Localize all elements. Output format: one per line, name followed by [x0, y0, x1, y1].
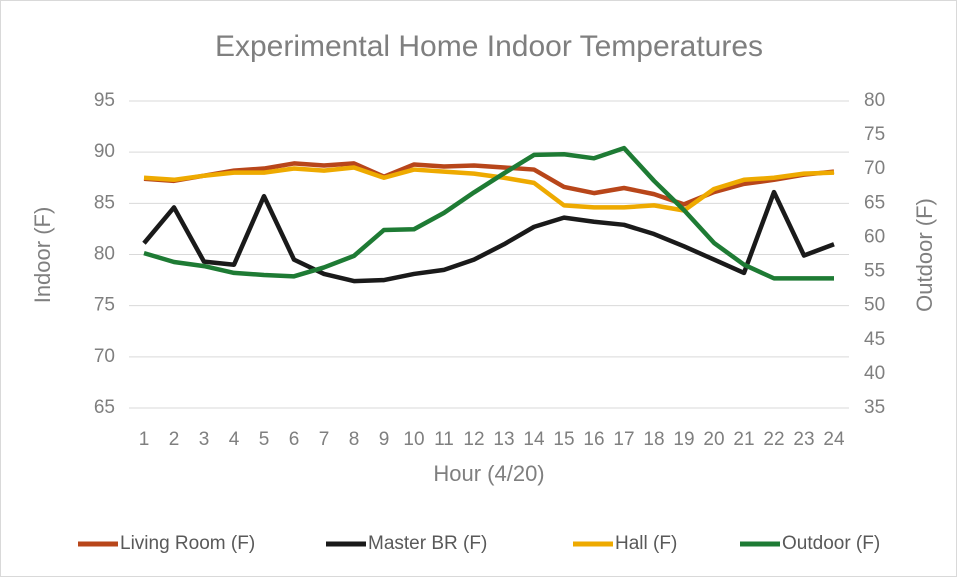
y2-tick-label: 60: [864, 226, 885, 247]
y-axis-title: Indoor (F): [30, 207, 55, 304]
x-tick-label: 7: [319, 429, 330, 450]
x-tick-label: 2: [169, 429, 180, 450]
y2-tick-label: 35: [864, 397, 885, 418]
y-tick-label: 75: [94, 295, 115, 316]
x-tick-label: 23: [793, 429, 814, 450]
x-tick-label: 3: [199, 429, 210, 450]
x-tick-label: 6: [289, 429, 300, 450]
x-tick-label: 8: [349, 429, 360, 450]
x-tick-label: 5: [259, 429, 270, 450]
series-line: [142, 189, 835, 284]
x-tick-label: 20: [703, 429, 724, 450]
y2-axis-title: Outdoor (F): [912, 198, 937, 312]
y-tick-label: 65: [94, 397, 115, 418]
x-tick-label: 19: [673, 429, 694, 450]
legend-label: Living Room (F): [120, 533, 255, 554]
legend-label: Outdoor (F): [782, 533, 880, 554]
y-tick-label: 90: [94, 141, 115, 162]
legend-label: Hall (F): [615, 533, 677, 554]
x-tick-label: 24: [823, 429, 845, 450]
y-tick-label: 70: [94, 346, 115, 367]
y2-tick-label: 45: [864, 329, 885, 350]
y-tick-label: 80: [94, 244, 115, 265]
y2-tick-label: 65: [864, 192, 885, 213]
x-tick-label: 16: [583, 429, 604, 450]
y-tick-label: 95: [94, 90, 115, 111]
x-tick-label: 21: [733, 429, 754, 450]
y2-tick-label: 70: [864, 158, 885, 179]
series-line: [143, 145, 834, 281]
x-tick-label: 12: [463, 429, 484, 450]
x-tick-label: 1: [139, 429, 150, 450]
x-tick-label: 18: [643, 429, 664, 450]
y2-tick-label: 40: [864, 363, 885, 384]
x-axis-title: Hour (4/20): [433, 461, 544, 486]
y2-tick-label: 50: [864, 295, 885, 316]
series-line: [143, 161, 835, 207]
x-tick-label: 4: [229, 429, 240, 450]
x-tick-label: 15: [553, 429, 574, 450]
x-tick-label: 17: [613, 429, 634, 450]
x-tick-label: 22: [763, 429, 784, 450]
y2-tick-label: 80: [864, 90, 885, 111]
x-tick-label: 10: [403, 429, 424, 450]
chart-title: Experimental Home Indoor Temperatures: [215, 30, 763, 63]
series-line: [143, 165, 835, 213]
x-tick-label: 11: [434, 429, 454, 450]
x-tick-label: 13: [493, 429, 514, 450]
y-tick-label: 85: [94, 192, 115, 213]
y2-tick-label: 75: [864, 124, 885, 145]
x-tick-label: 9: [379, 429, 390, 450]
x-tick-label: 14: [523, 429, 545, 450]
y2-tick-label: 55: [864, 261, 885, 282]
legend-label: Master BR (F): [368, 533, 487, 554]
